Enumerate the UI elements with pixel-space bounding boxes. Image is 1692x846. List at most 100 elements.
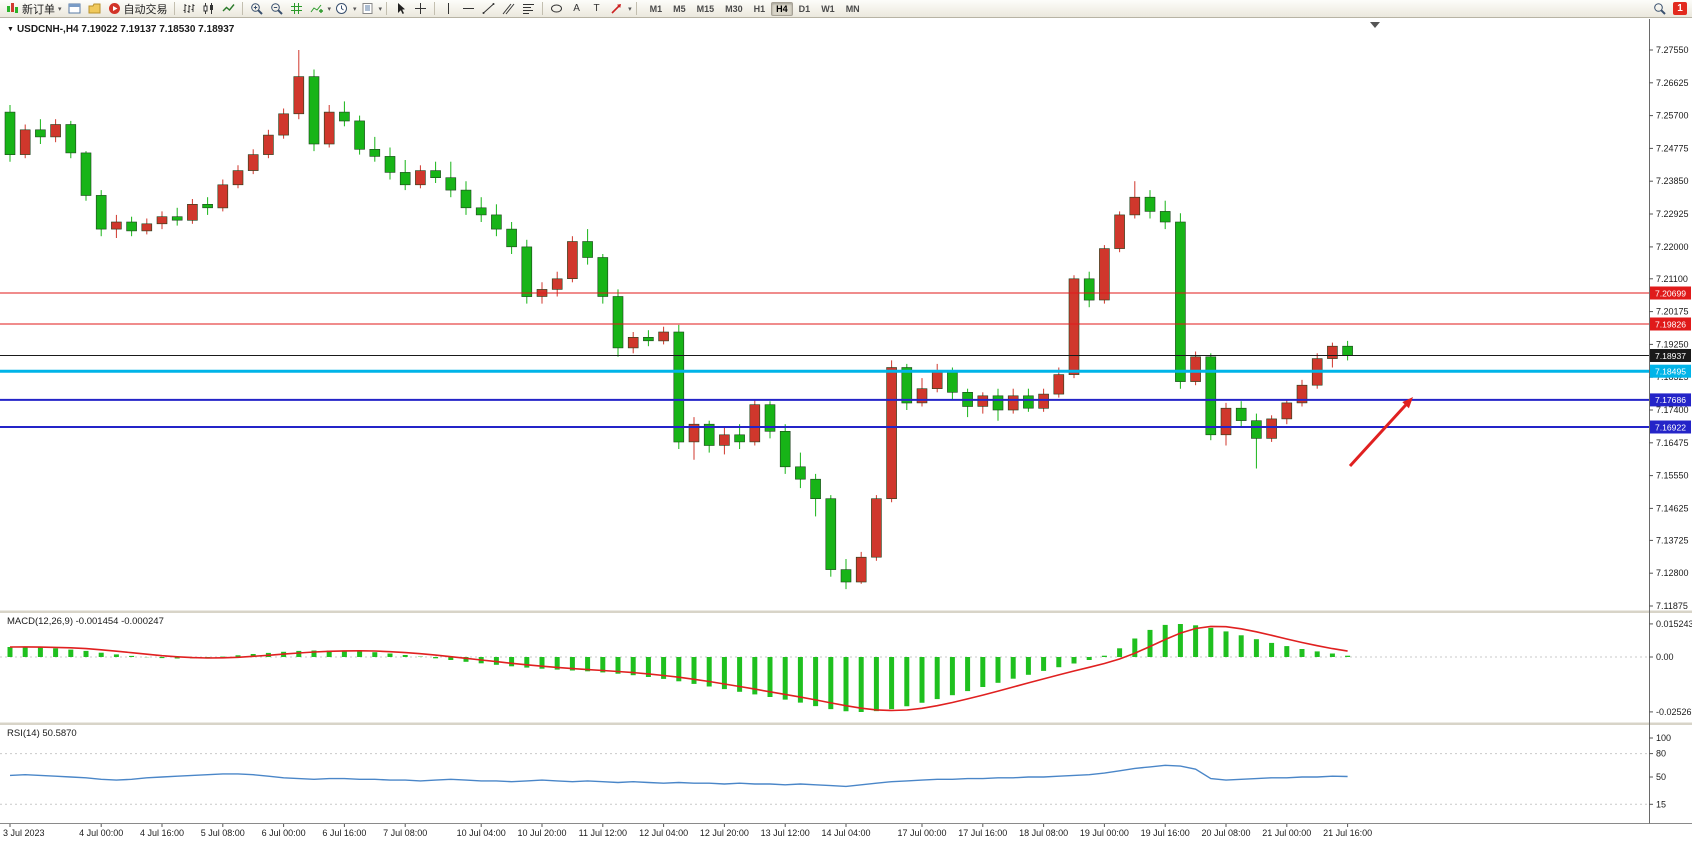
trendline-tool-icon[interactable]: [479, 1, 498, 16]
candle: [582, 241, 593, 258]
rsi-panel[interactable]: [0, 725, 1649, 823]
time-axis-label: 21 Jul 00:00: [1262, 828, 1311, 838]
search-icon[interactable]: [1650, 1, 1669, 16]
candle: [217, 184, 229, 209]
candle: [50, 124, 61, 138]
profiles-folder-icon[interactable]: [85, 1, 104, 16]
grid-icon[interactable]: [287, 1, 306, 16]
candle: [840, 569, 852, 583]
templates-icon[interactable]: [358, 1, 377, 16]
candle: [1281, 402, 1293, 420]
toolbar-separator: [635, 2, 637, 15]
support-line-blue-2-tag-label: 7.16922: [1655, 422, 1686, 432]
candle: [1129, 196, 1141, 216]
time-axis-label: 5 Jul 08:00: [201, 828, 245, 838]
candle: [643, 336, 654, 342]
candle: [658, 331, 669, 342]
time-axis[interactable]: [0, 824, 1692, 846]
candle: [95, 195, 107, 230]
price-axis-label: 7.19250: [1656, 339, 1689, 349]
crosshair-icon[interactable]: [411, 1, 430, 16]
timeframe-m15-button[interactable]: M15: [692, 2, 720, 16]
arrows-tool-icon[interactable]: [607, 1, 626, 16]
timeframe-h4-button[interactable]: H4: [771, 1, 793, 16]
macd-axis-label: 0.00: [1656, 652, 1674, 662]
candle: [4, 111, 16, 155]
candle: [339, 111, 350, 122]
autotrading-button[interactable]: 自动交易: [105, 1, 170, 17]
indicators-icon[interactable]: [307, 1, 326, 16]
support-line-cyan-tag-label: 7.18495: [1655, 367, 1686, 377]
arrow-annotation-shaft[interactable]: [1348, 398, 1412, 468]
periods-clock-icon[interactable]: [332, 1, 351, 16]
rsi-line: [9, 764, 1348, 788]
candle: [901, 367, 913, 404]
caret-down-icon: ▾: [353, 5, 357, 13]
candle: [947, 370, 958, 393]
time-axis-label: 13 Jul 12:00: [761, 828, 810, 838]
price-axis-label: 7.11875: [1656, 601, 1688, 611]
candle: [202, 204, 213, 209]
timeframe-m30-button[interactable]: M30: [720, 2, 748, 16]
candle: [1251, 420, 1262, 439]
cursor-icon[interactable]: [391, 1, 410, 16]
resistance-line-1-tag-label: 7.20699: [1655, 288, 1686, 298]
text-tool-icon[interactable]: A: [573, 2, 580, 14]
timeframe-toolbar: M1 M5 M15 M30 H1 H4 D1 W1 MN: [645, 1, 865, 16]
timeframe-m5-button[interactable]: M5: [668, 2, 691, 16]
timeframe-mn-button[interactable]: MN: [841, 2, 865, 16]
zoom-out-icon[interactable]: [267, 1, 286, 16]
price-axis-label: 7.26625: [1656, 78, 1689, 88]
candle: [1159, 211, 1171, 223]
channel-tool-icon[interactable]: [499, 1, 518, 16]
rsi-panel-splitter[interactable]: [0, 722, 1692, 726]
timeframe-d1-button[interactable]: D1: [794, 2, 816, 16]
main-chart-panel[interactable]: [0, 19, 1649, 611]
candlestick-chart-icon[interactable]: [199, 1, 218, 16]
new-order-button[interactable]: 新订单 ▾: [3, 1, 64, 17]
caret-down-icon: ▾: [58, 5, 62, 13]
candle: [627, 336, 639, 349]
rsi-axis-label: 100: [1656, 733, 1671, 743]
time-axis-label: 20 Jul 08:00: [1201, 828, 1250, 838]
time-axis-label: 12 Jul 20:00: [700, 828, 749, 838]
shapes-tool-icon[interactable]: [547, 1, 566, 16]
timeframe-m1-button[interactable]: M1: [645, 2, 668, 16]
notification-badge[interactable]: 1: [1673, 2, 1687, 15]
candle: [551, 278, 563, 290]
candle: [1342, 345, 1353, 356]
candle: [567, 241, 578, 280]
price-axis-label: 7.20175: [1656, 307, 1689, 317]
zoom-in-icon[interactable]: [247, 1, 266, 16]
collapse-triangle-icon[interactable]: ▼: [7, 26, 14, 33]
candle: [688, 423, 700, 443]
label-tool-icon[interactable]: T: [593, 2, 600, 14]
candle: [491, 214, 502, 230]
candle: [415, 170, 426, 186]
toolbar-separator: [173, 2, 175, 15]
new-order-icon: [5, 1, 20, 16]
vertical-line-tool-icon[interactable]: [439, 1, 458, 16]
candle: [506, 228, 517, 248]
candle: [992, 395, 1004, 411]
caret-down-icon: ▾: [327, 5, 332, 13]
line-chart-icon[interactable]: [219, 1, 238, 16]
bar-chart-icon[interactable]: [179, 1, 198, 16]
rsi-axis-label: 50: [1656, 772, 1666, 782]
timeframe-h1-button[interactable]: H1: [749, 2, 771, 16]
candle: [1099, 248, 1110, 301]
toolbar-separator: [386, 2, 388, 15]
price-axis-label: 7.16475: [1656, 438, 1689, 448]
chart-shift-marker[interactable]: [1370, 22, 1380, 28]
chart-window-icon[interactable]: [65, 1, 84, 16]
candle: [293, 76, 305, 115]
horizontal-line-tool-icon[interactable]: [459, 1, 478, 16]
candle: [749, 404, 761, 443]
macd-panel[interactable]: [0, 613, 1649, 722]
macd-panel-splitter[interactable]: [0, 610, 1692, 614]
fibonacci-tool-icon[interactable]: [519, 1, 538, 16]
arrow-annotation-head[interactable]: [1402, 397, 1413, 409]
timeframe-w1-button[interactable]: W1: [816, 2, 840, 16]
candle: [399, 172, 411, 186]
